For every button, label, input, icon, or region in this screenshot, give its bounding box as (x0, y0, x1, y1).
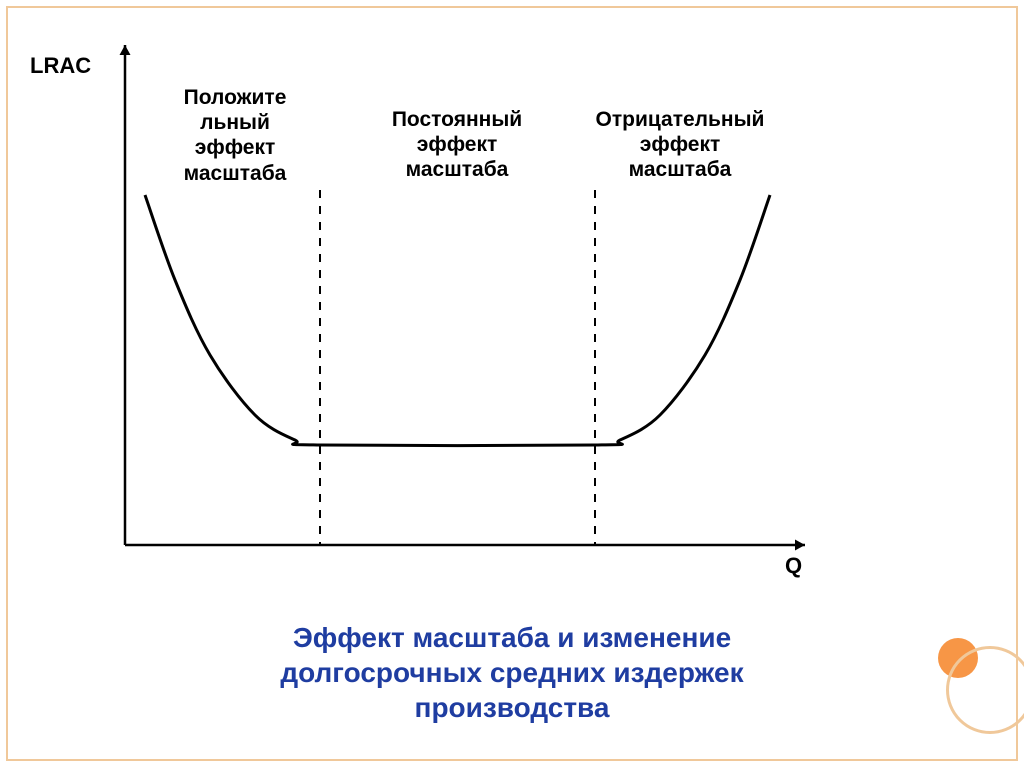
region-label-negative: Отрицательныйэффектмасштаба (570, 107, 790, 183)
lrac-chart: LRAC Q Положительныйэффектмасштаба Посто… (105, 45, 845, 575)
slide-caption: Эффект масштаба и изменениедолгосрочных … (0, 620, 1024, 725)
decoration-circle-big (946, 646, 1024, 734)
region-label-positive: Положительныйэффектмасштаба (125, 85, 345, 186)
region-label-constant: Постоянныйэффектмасштаба (347, 107, 567, 183)
x-axis-label: Q (785, 553, 802, 579)
y-axis-label: LRAC (30, 53, 91, 79)
